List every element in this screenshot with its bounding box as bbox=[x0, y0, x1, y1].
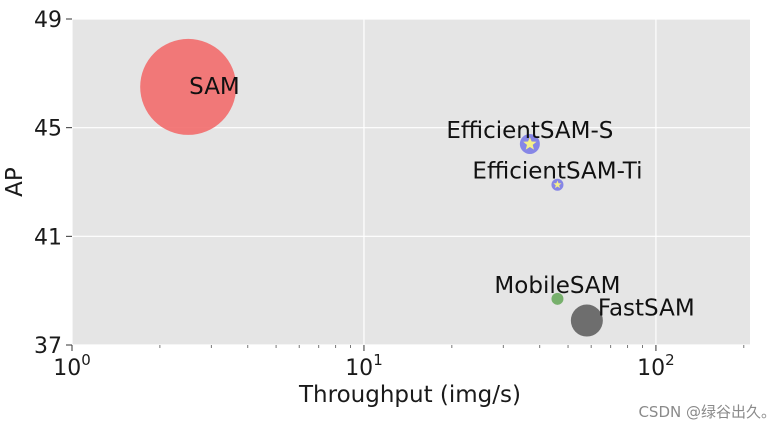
y-tick-label: 45 bbox=[34, 117, 62, 142]
y-tick-label: 41 bbox=[34, 225, 62, 250]
x-tick-label: 102 bbox=[637, 351, 675, 381]
y-axis-label: AP bbox=[2, 167, 28, 197]
watermark-text: CSDN @绿谷出久。 bbox=[638, 403, 776, 421]
point-label-fastsam: FastSAM bbox=[598, 296, 695, 322]
x-axis-label: Throughput (img/s) bbox=[298, 382, 521, 408]
point-mobilesam bbox=[551, 292, 564, 305]
point-fastsam bbox=[570, 304, 603, 337]
point-label-efficientsam-ti: EfficientSAM-Ti bbox=[472, 159, 642, 185]
star-icon bbox=[523, 136, 537, 150]
point-label-efficientsam-s: EfficientSAM-S bbox=[446, 118, 613, 144]
axis-ticks: 37 41 45 49 100 101 102 bbox=[34, 8, 745, 381]
point-label-sam: SAM bbox=[189, 74, 240, 100]
x-tick-label: 100 bbox=[53, 351, 91, 381]
y-tick-label: 49 bbox=[34, 8, 62, 33]
star-icon bbox=[553, 180, 562, 189]
point-sam bbox=[140, 38, 237, 135]
x-tick-label: 101 bbox=[345, 351, 383, 381]
data-points: SAM EfficientSAM-S EfficientSAM-Ti MobileSA… bbox=[140, 38, 695, 337]
point-label-mobilesam: MobileSAM bbox=[494, 273, 620, 299]
y-tick-label: 37 bbox=[34, 334, 62, 359]
